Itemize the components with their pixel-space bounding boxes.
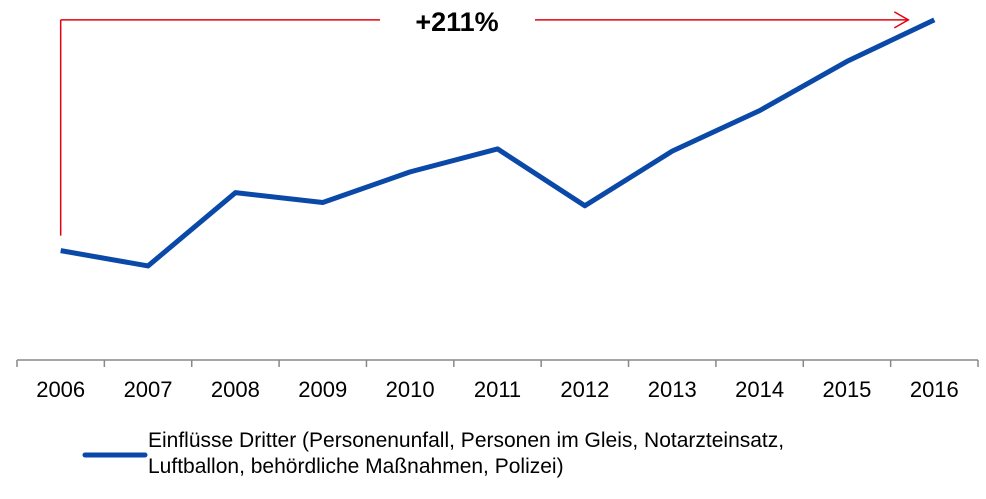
annotation-arrowhead bbox=[893, 11, 910, 29]
data-line bbox=[60, 17, 936, 269]
annotation-label: +211% bbox=[415, 7, 498, 37]
x-tick-label: 2006 bbox=[36, 377, 85, 402]
x-tick-label: 2013 bbox=[648, 377, 697, 402]
x-tick-label: 2010 bbox=[386, 377, 435, 402]
x-tick-label: 2008 bbox=[211, 377, 260, 402]
x-tick-label: 2011 bbox=[474, 377, 521, 402]
x-tick-label: 2009 bbox=[298, 377, 347, 402]
x-tick-label: 2015 bbox=[822, 377, 871, 402]
x-tick-label: 2012 bbox=[560, 377, 609, 402]
x-tick-label: 2016 bbox=[910, 377, 959, 402]
x-tick-label: 2014 bbox=[735, 377, 784, 402]
legend-label: Einflüsse Dritter (Personenunfall, Perso… bbox=[148, 429, 785, 478]
x-tick-label: 2007 bbox=[124, 377, 173, 402]
